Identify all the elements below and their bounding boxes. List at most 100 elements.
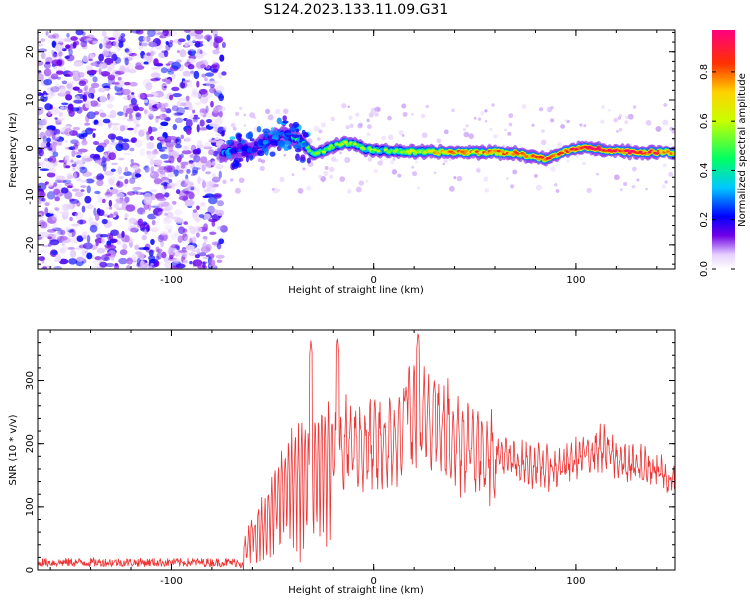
heatmap-faint-cell (398, 129, 404, 136)
heatmap-noise-cell (117, 166, 123, 175)
heatmap-signal-core (498, 152, 503, 156)
heatmap-noise-cell (121, 88, 131, 96)
heatmap-faint-cell (521, 104, 527, 110)
heatmap-noise-cell (188, 245, 196, 251)
heatmap-noise-cell (132, 186, 142, 191)
snr-axes: -100 0 100 0 100 200 300 (25, 330, 675, 587)
heatmap-noise-cell (96, 119, 104, 127)
heatmap-signal-core (331, 146, 336, 149)
heatmap-noise-cell (161, 82, 167, 91)
heatmap-faint-cell (282, 108, 289, 115)
heatmap-noise-cell (215, 163, 224, 170)
heatmap-noise-cell (199, 108, 208, 114)
heatmap-faint-cell (613, 117, 618, 123)
heatmap-noise-cell (102, 87, 111, 91)
heatmap-signal-cell (241, 151, 247, 157)
heatmap-noise-cell (62, 179, 72, 184)
heatmap-noise-cell (42, 221, 49, 229)
heatmap-noise-cell (54, 117, 58, 120)
heatmap-signal-cell (306, 157, 311, 164)
heatmap-faint-cell (339, 176, 346, 182)
heatmap-noise-cell (38, 256, 45, 261)
heatmap-noise-cell (174, 117, 184, 124)
heatmap-noise-cell (125, 107, 134, 114)
heatmap-noise-cell (194, 254, 201, 259)
heatmap-signal-core (376, 149, 381, 153)
heatmap-noise-cell (58, 160, 65, 163)
heatmap-noise-cell (215, 209, 225, 216)
snr-ytick-label: 0 (25, 567, 36, 573)
heatmap-noise-cell (201, 51, 207, 57)
heatmap-faint-cell (374, 106, 380, 112)
heatmap-noise-cell (177, 38, 182, 46)
heatmap-signal-core (383, 148, 388, 152)
heatmap-noise-cell (85, 38, 93, 41)
heatmap-faint-cell (618, 113, 623, 118)
heatmap-noise-cell (68, 130, 78, 136)
heatmap-noise-cell (66, 185, 73, 189)
heatmap-noise-cell (104, 244, 112, 248)
heatmap-noise-cell (76, 235, 84, 242)
heatmap-noise-cell (171, 200, 177, 205)
heatmap-noise-cell (38, 125, 44, 130)
heatmap-noise-cell (165, 79, 171, 85)
heatmap-signal-core (327, 147, 332, 150)
heatmap-noise-cell (97, 142, 107, 148)
heatmap-faint-cell (443, 129, 449, 135)
heatmap-faint-cell (347, 189, 352, 194)
heatmap-noise-cell (65, 165, 71, 169)
heatmap-noise-cell (150, 171, 154, 176)
heatmap-noise-cell (187, 64, 195, 70)
heatmap-noise-cell (192, 36, 196, 43)
heatmap-noise-cell (198, 112, 204, 116)
heatmap-noise-cell (216, 242, 222, 250)
heatmap-noise-cell (124, 81, 131, 86)
heatmap-noise-cell (221, 71, 227, 76)
heatmap-faint-cell (550, 166, 556, 172)
heatmap-faint-cell (249, 112, 256, 119)
heatmap-noise-cell (92, 259, 101, 266)
heatmap-faint-cell (557, 142, 562, 147)
heatmap-noise-cell (211, 64, 218, 69)
heatmap-noise-cell (73, 150, 78, 155)
heatmap-noise-cell (40, 38, 46, 43)
heatmap-faint-cell (368, 112, 374, 118)
heatmap-noise-cell (58, 235, 68, 241)
heatmap-noise-cell (110, 229, 119, 236)
heatmap-noise-cell (192, 116, 201, 120)
heatmap-noise-cell (51, 213, 58, 221)
heatmap-noise-cell (74, 191, 84, 198)
heatmap-noise-cell (148, 113, 154, 120)
heatmap-faint-cell (355, 186, 362, 193)
heatmap-noise-cell (43, 78, 53, 86)
heatmap-faint-cell (613, 174, 620, 181)
heatmap-noise-cell (148, 259, 157, 263)
heatmap-faint-cell (583, 124, 587, 128)
heatmap-noise-cell (111, 82, 120, 85)
heatmap-faint-cell (339, 151, 342, 155)
heatmap-noise-cell (95, 175, 100, 181)
heatmap-noise-cell (172, 123, 178, 131)
heatmap-noise-cell (83, 91, 90, 95)
colorbar-tick-label: 0.4 (699, 162, 710, 178)
heatmap-ylabel: Frequency (Hz) (8, 112, 19, 188)
heatmap-faint-cell (662, 119, 669, 126)
heatmap-noise-cell (93, 140, 100, 146)
heatmap-faint-cell (661, 184, 666, 189)
heatmap-noise-cell (70, 159, 74, 163)
heatmap-signal-core (463, 150, 468, 153)
heatmap-noise-cell (105, 206, 111, 210)
heatmap-noise-cell (98, 174, 105, 180)
heatmap-noise-cell (192, 209, 198, 213)
heatmap-noise-cell (145, 249, 155, 253)
heatmap-noise-cell (43, 68, 52, 77)
heatmap-noise-cell (200, 156, 208, 164)
heatmap-noise-cell (71, 188, 80, 192)
heatmap-noise-cell (93, 207, 97, 216)
heatmap-noise-cell (132, 190, 139, 194)
heatmap-noise-cell (84, 122, 91, 126)
heatmap-noise-cell (54, 83, 60, 90)
heatmap-noise-cell (38, 231, 49, 238)
heatmap-noise-cell (107, 94, 115, 103)
